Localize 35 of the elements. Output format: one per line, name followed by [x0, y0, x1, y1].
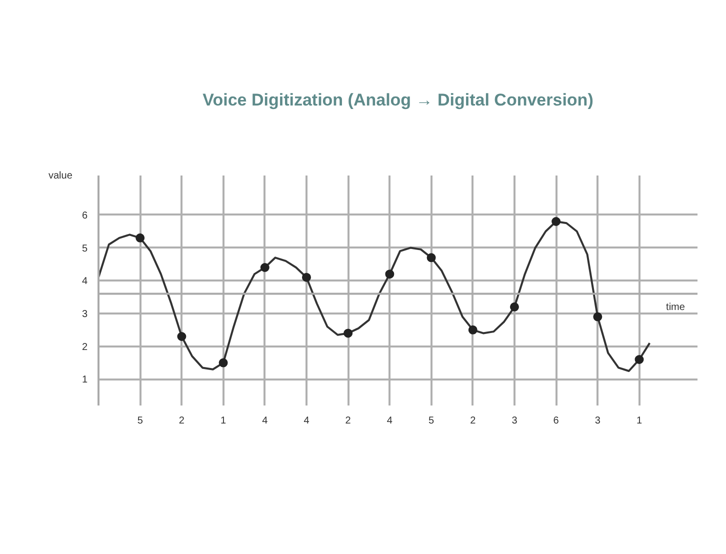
- x-tick-label: 1: [636, 416, 642, 426]
- x-tick-label: 3: [512, 416, 518, 426]
- y-tick-label: 6: [82, 210, 88, 222]
- point: [260, 263, 270, 272]
- x-tick-label: 5: [137, 416, 144, 426]
- point: [510, 302, 519, 312]
- point: [136, 233, 145, 242]
- x-tick-label: 3: [594, 416, 601, 426]
- point: [552, 217, 561, 226]
- point: [302, 272, 311, 282]
- x-tick-label: 5: [428, 416, 434, 426]
- x-tick-label: 4: [386, 416, 393, 426]
- point: [177, 332, 186, 341]
- point: [593, 312, 602, 322]
- x-tick-label: 2: [470, 416, 476, 426]
- point: [634, 355, 644, 364]
- y-tick-label: 2: [82, 342, 88, 353]
- point: [385, 270, 394, 279]
- x-tick-label: 1: [220, 416, 227, 426]
- point: [426, 253, 436, 262]
- y-tick-label: 4: [82, 276, 88, 288]
- point: [218, 358, 228, 368]
- x-axis-title: time: [666, 302, 686, 313]
- y-tick-label: 1: [82, 374, 88, 386]
- y-tick-label: 5: [82, 243, 88, 254]
- y-axis-title: value: [48, 170, 73, 182]
- x-tick-label: 2: [178, 416, 185, 426]
- y-tick-label: 3: [82, 309, 88, 320]
- x-tick-label: 4: [262, 416, 268, 426]
- x-tick-label: 6: [553, 416, 560, 426]
- x-tick-label: 4: [304, 416, 310, 426]
- x-tick-label: 2: [345, 416, 352, 426]
- point: [468, 325, 478, 334]
- point: [344, 328, 353, 338]
- chart-title: Voice Digitization (Analog → Digital Conversion): [202, 90, 594, 110]
